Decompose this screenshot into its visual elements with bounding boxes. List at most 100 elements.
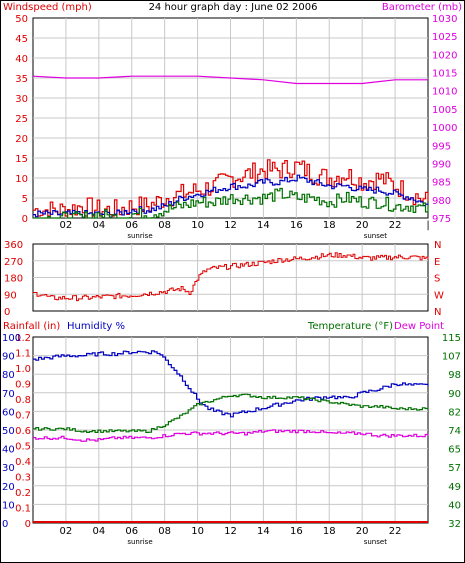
- y-tick-label: 35: [15, 74, 28, 85]
- y-tick-label: 980: [432, 196, 451, 207]
- x-tick-label: 16: [290, 220, 303, 231]
- y-tick-label: 20: [2, 482, 15, 493]
- y-tick-label: 115: [442, 333, 461, 344]
- y-tick-label: 20: [15, 134, 28, 145]
- y-tick-label: 1025: [432, 32, 457, 43]
- humidity-line: [33, 350, 429, 418]
- y-tick-label: 30: [15, 94, 28, 105]
- sunrise-label: sunrise: [127, 232, 152, 240]
- x-tick-label: 04: [92, 220, 105, 231]
- y-tick-label: 0.2: [15, 488, 31, 499]
- x-tick-label: 18: [323, 220, 336, 231]
- windspeed-axis-label: Windspeed (mph): [3, 2, 92, 13]
- y-tick-label: E: [434, 257, 440, 268]
- y-tick-label: 74: [448, 426, 461, 437]
- humidity-axis-label: Humidity %: [67, 321, 125, 332]
- y-tick-label: 1030: [432, 14, 457, 25]
- x-tick-label: 22: [389, 220, 402, 231]
- y-tick-label: 70: [2, 389, 15, 400]
- y-tick-label: 50: [2, 426, 15, 437]
- sunset-label: sunset: [364, 538, 387, 546]
- dewpoint-line: [33, 429, 429, 442]
- y-tick-label: 360: [4, 240, 23, 251]
- x-tick-label: 12: [224, 526, 237, 537]
- x-tick-label: |: [426, 220, 429, 231]
- y-tick-label: 1.2: [15, 333, 31, 344]
- y-tick-label: 1.1: [15, 349, 31, 360]
- y-tick-label: 82: [448, 407, 461, 418]
- y-tick-label: 985: [432, 178, 451, 189]
- y-tick-label: 90: [4, 290, 17, 301]
- y-tick-label: 990: [432, 159, 451, 170]
- x-tick-label: 14: [257, 220, 270, 231]
- y-tick-label: 30: [2, 463, 15, 474]
- y-tick-label: 0.5: [15, 442, 31, 453]
- y-tick-label: 100: [2, 333, 21, 344]
- y-tick-label: 0: [25, 519, 31, 530]
- sunset-label: sunset: [364, 232, 387, 240]
- y-tick-label: 5: [22, 194, 28, 205]
- x-tick-label: 08: [158, 220, 171, 231]
- y-tick-label: 0.4: [15, 457, 31, 468]
- y-tick-label: 0.6: [15, 426, 31, 437]
- y-tick-label: 0.8: [15, 395, 31, 406]
- barometer-line: [32, 75, 428, 85]
- x-tick-label: 06: [125, 220, 138, 231]
- y-tick-label: 50: [15, 14, 28, 25]
- y-tick-label: 1.0: [15, 364, 31, 375]
- x-tick-label: 20: [356, 220, 369, 231]
- y-tick-label: 0: [22, 214, 28, 225]
- y-tick-label: 1000: [432, 123, 457, 134]
- y-tick-label: 80: [2, 370, 15, 381]
- y-tick-label: 32: [448, 519, 461, 530]
- x-tick-label: 20: [356, 526, 369, 537]
- y-tick-label: S: [434, 274, 440, 285]
- y-tick-label: 1015: [432, 69, 457, 80]
- sunrise-label: sunrise: [127, 538, 152, 546]
- x-tick-label: 02: [60, 220, 73, 231]
- x-tick-label: 02: [60, 526, 73, 537]
- y-tick-label: 40: [448, 500, 461, 511]
- x-tick-label: 04: [92, 526, 105, 537]
- y-tick-label: 1005: [432, 105, 457, 116]
- temperature-axis-label: Temperature (°F): [307, 321, 393, 332]
- y-tick-label: 10: [15, 174, 28, 185]
- barometer-axis-label: Barometer (mb): [382, 2, 462, 13]
- x-tick-label: 16: [290, 526, 303, 537]
- x-tick-label: 06: [125, 526, 138, 537]
- y-tick-label: 0: [4, 307, 10, 318]
- y-tick-label: 0.7: [15, 411, 31, 422]
- y-tick-label: 49: [448, 482, 461, 493]
- y-tick-label: 45: [15, 34, 28, 45]
- y-tick-label: 1010: [432, 87, 457, 98]
- y-tick-label: 995: [432, 141, 451, 152]
- y-tick-label: 60: [2, 407, 15, 418]
- y-tick-label: 57: [448, 463, 461, 474]
- wind-direction-line: [33, 252, 429, 302]
- y-tick-label: 180: [4, 274, 23, 285]
- x-tick-label: 18: [323, 526, 336, 537]
- x-tick-label: 10: [191, 220, 204, 231]
- y-tick-label: W: [434, 290, 444, 301]
- y-tick-label: 10: [2, 500, 15, 511]
- rainfall-axis-label: Rainfall (in): [3, 321, 60, 332]
- y-tick-label: 65: [448, 445, 461, 456]
- y-tick-label: 0.9: [15, 380, 31, 391]
- windspeed-line: [33, 187, 429, 219]
- y-tick-label: 270: [4, 257, 23, 268]
- y-tick-label: 107: [442, 352, 461, 363]
- x-tick-label: 10: [191, 526, 204, 537]
- y-tick-label: 25: [15, 114, 28, 125]
- gust-line: [33, 159, 429, 217]
- y-tick-label: 90: [448, 389, 461, 400]
- y-tick-label: 15: [15, 154, 28, 165]
- y-tick-label: 0: [2, 519, 8, 530]
- chart-title: 24 hour graph day : June 02 2006: [149, 2, 318, 13]
- x-tick-label: 14: [257, 526, 270, 537]
- y-tick-label: 40: [15, 54, 28, 65]
- x-tick-label: 08: [158, 526, 171, 537]
- dewpoint-axis-label: Dew Point: [394, 321, 444, 332]
- y-tick-label: 0.3: [15, 473, 31, 484]
- y-tick-label: N: [434, 307, 441, 318]
